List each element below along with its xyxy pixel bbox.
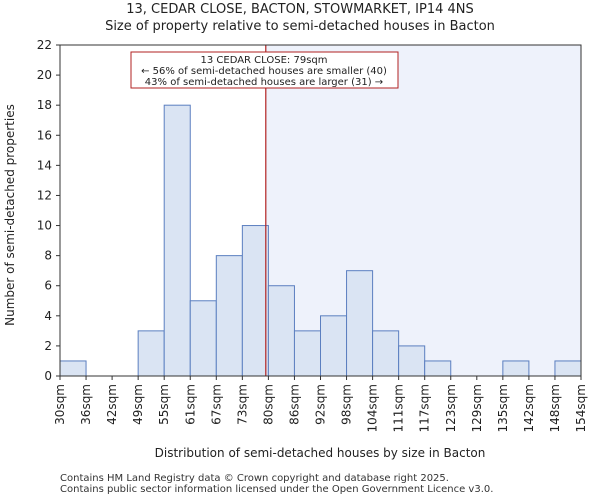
y-tick-label: 20	[37, 68, 52, 82]
x-tick-label: 123sqm	[444, 384, 458, 432]
x-tick-label: 73sqm	[235, 384, 249, 425]
annotation-line-1: 13 CEDAR CLOSE: 79sqm	[200, 55, 327, 66]
histogram-bar	[372, 330, 400, 377]
y-tick-label: 18	[37, 98, 52, 112]
x-tick-label: 98sqm	[340, 384, 354, 425]
y-tick-label: 14	[37, 158, 52, 172]
y-tick-label: 10	[37, 219, 52, 233]
histogram-bar	[554, 360, 582, 377]
x-tick-label: 30sqm	[53, 384, 67, 425]
x-axis-label: Distribution of semi-detached houses by …	[155, 446, 486, 460]
x-tick-label: 148sqm	[548, 384, 562, 432]
histogram-bar	[241, 225, 269, 377]
y-tick-label: 12	[37, 188, 52, 202]
y-tick-label: 0	[44, 369, 52, 383]
histogram-bar	[293, 330, 322, 377]
y-tick-label: 8	[44, 249, 52, 263]
x-tick-label: 55sqm	[157, 384, 171, 425]
y-axis-label: Number of semi-detached properties	[3, 104, 17, 326]
footer-line-2: Contains public sector information licen…	[60, 484, 494, 495]
annotation-line-2: ← 56% of semi-detached houses are smalle…	[141, 66, 387, 77]
histogram-bar	[502, 360, 530, 377]
x-tick-label: 92sqm	[314, 384, 328, 425]
larger-region-shade	[265, 45, 581, 376]
y-tick-label: 6	[44, 279, 52, 293]
y-tick-label: 4	[44, 309, 52, 323]
x-tick-label: 154sqm	[574, 384, 588, 432]
histogram-bar	[267, 285, 295, 377]
x-tick-label: 104sqm	[366, 384, 380, 432]
histogram-bar	[215, 255, 243, 377]
y-tick-label: 16	[37, 128, 52, 142]
histogram-bar	[189, 300, 217, 377]
x-tick-label: 36sqm	[79, 384, 93, 425]
x-tick-label: 42sqm	[105, 384, 119, 425]
y-tick-label: 2	[44, 339, 52, 353]
chart-subtitle: Size of property relative to semi-detach…	[105, 19, 495, 34]
histogram-chart: 13 CEDAR CLOSE: 79sqm ← 56% of semi-deta…	[3, 38, 588, 460]
annotation-box	[130, 51, 399, 89]
x-tick-label: 61sqm	[183, 384, 197, 425]
histogram-bar	[424, 360, 452, 377]
histogram-bar	[398, 345, 426, 377]
histogram-bar	[163, 104, 191, 377]
x-tick-label: 117sqm	[418, 384, 432, 432]
x-tick-label: 142sqm	[522, 384, 536, 432]
x-tick-label: 67sqm	[209, 384, 223, 425]
footer-line-1: Contains HM Land Registry data © Crown c…	[60, 473, 449, 484]
x-tick-label: 86sqm	[287, 384, 301, 425]
histogram-bar	[137, 330, 165, 377]
x-tick-label: 135sqm	[496, 384, 510, 432]
chart-title: 13, CEDAR CLOSE, BACTON, STOWMARKET, IP1…	[126, 2, 474, 17]
histogram-bar	[346, 270, 374, 377]
y-tick-label: 22	[37, 38, 52, 52]
annotation-line-3: 43% of semi-detached houses are larger (…	[145, 77, 383, 88]
histogram-bar	[59, 360, 87, 377]
x-tick-label: 80sqm	[261, 384, 275, 425]
x-tick-label: 111sqm	[392, 384, 406, 432]
histogram-bar	[320, 315, 348, 377]
x-tick-label: 49sqm	[131, 384, 145, 425]
x-tick-label: 129sqm	[470, 384, 484, 432]
